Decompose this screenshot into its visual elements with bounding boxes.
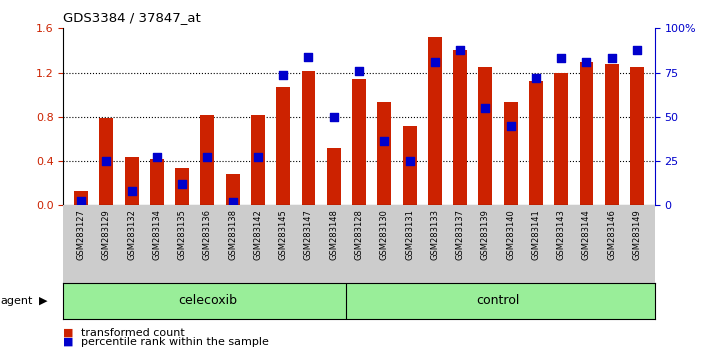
Point [505, 123, 516, 129]
Point [277, 72, 289, 78]
Point [555, 55, 567, 61]
Point [581, 59, 592, 64]
Text: GDS3384 / 37847_at: GDS3384 / 37847_at [63, 11, 201, 24]
Text: GSM283147: GSM283147 [304, 209, 313, 260]
Text: GSM283132: GSM283132 [127, 209, 136, 260]
Bar [201, 115, 214, 205]
Bar [630, 67, 644, 205]
Bar [251, 115, 265, 205]
Bar [150, 159, 164, 205]
Text: ■: ■ [63, 328, 74, 338]
Text: GSM283131: GSM283131 [405, 209, 414, 260]
Text: GSM283144: GSM283144 [582, 209, 591, 260]
Text: GSM283148: GSM283148 [329, 209, 338, 260]
Text: GSM283134: GSM283134 [152, 209, 161, 260]
Point [202, 154, 213, 159]
Text: GSM283133: GSM283133 [430, 209, 439, 260]
Text: GSM283137: GSM283137 [455, 209, 465, 260]
Bar [403, 126, 417, 205]
Bar [377, 102, 391, 205]
Text: GSM283142: GSM283142 [253, 209, 263, 260]
Point [126, 188, 137, 194]
Text: control: control [477, 295, 520, 307]
Point [455, 48, 466, 53]
Text: GSM283141: GSM283141 [532, 209, 541, 260]
Text: GSM283129: GSM283129 [102, 209, 111, 260]
Point [303, 54, 314, 60]
Bar [99, 118, 113, 205]
Text: GSM283128: GSM283128 [355, 209, 363, 260]
Text: GSM283145: GSM283145 [279, 209, 288, 260]
Text: transformed count: transformed count [81, 328, 184, 338]
Point [379, 138, 390, 144]
Text: GSM283138: GSM283138 [228, 209, 237, 260]
Bar [479, 67, 492, 205]
Point [530, 75, 541, 81]
Point [631, 48, 643, 53]
Text: percentile rank within the sample: percentile rank within the sample [81, 337, 269, 347]
Bar [504, 102, 517, 205]
Point [227, 199, 239, 205]
Bar [428, 37, 442, 205]
Bar [301, 72, 315, 205]
Bar [605, 64, 619, 205]
Point [404, 158, 415, 164]
Point [101, 158, 112, 164]
Bar [352, 79, 366, 205]
Point [252, 154, 263, 159]
Point [328, 114, 339, 120]
Bar [276, 87, 290, 205]
Bar [579, 62, 593, 205]
Bar [529, 81, 543, 205]
Text: ▶: ▶ [39, 296, 47, 306]
Point [353, 69, 365, 74]
Bar [74, 191, 88, 205]
Point [606, 55, 617, 61]
Bar [226, 175, 239, 205]
Point [479, 105, 491, 111]
Bar [327, 148, 341, 205]
Text: GSM283135: GSM283135 [177, 209, 187, 260]
Text: GSM283146: GSM283146 [608, 209, 616, 260]
Text: GSM283127: GSM283127 [77, 209, 86, 260]
Text: GSM283143: GSM283143 [557, 209, 566, 260]
Text: celecoxib: celecoxib [178, 295, 237, 307]
Bar [453, 51, 467, 205]
Text: GSM283130: GSM283130 [380, 209, 389, 260]
Bar [554, 73, 568, 205]
Text: GSM283136: GSM283136 [203, 209, 212, 260]
Text: ■: ■ [63, 337, 74, 347]
Point [75, 198, 87, 204]
Bar [175, 168, 189, 205]
Text: agent: agent [1, 296, 33, 306]
Point [429, 59, 441, 64]
Point [151, 154, 163, 159]
Bar [125, 156, 139, 205]
Text: GSM283139: GSM283139 [481, 209, 490, 260]
Point [177, 182, 188, 187]
Text: GSM283140: GSM283140 [506, 209, 515, 260]
Text: GSM283149: GSM283149 [632, 209, 641, 260]
